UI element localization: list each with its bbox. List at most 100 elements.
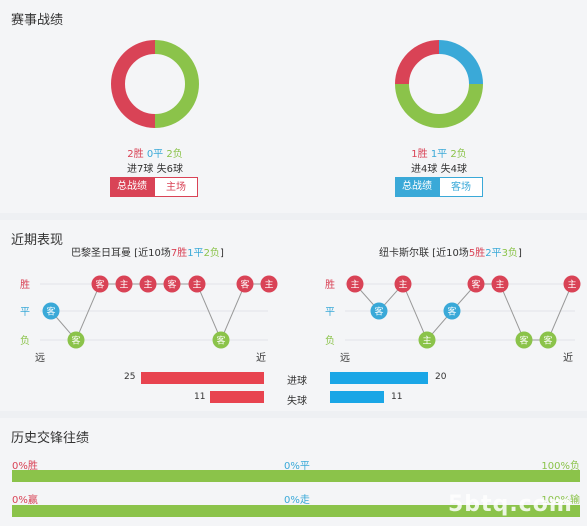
away-axis-label: 负 <box>325 334 335 347</box>
away-form-point <box>539 331 557 349</box>
home-far-label: 远 <box>35 352 45 364</box>
home-form-venue: 客 <box>95 279 104 291</box>
history-panel: 历史交锋往绩 0%胜 0%平 100%负 0%赢 0%走 100%输 5btq.… <box>0 418 587 526</box>
away-donut-chart <box>395 40 483 128</box>
home-goals-for-value: 25 <box>124 372 136 382</box>
history-wdl-bar <box>12 470 580 482</box>
away-form-venue: 客 <box>471 279 480 291</box>
home-donut-loss-slice <box>154 40 199 128</box>
away-form-point <box>443 302 461 320</box>
away-form-venue: 主 <box>350 279 359 291</box>
away-form-venue: 客 <box>374 306 383 318</box>
watermark: 5btq.com <box>448 492 573 517</box>
away-far-label: 远 <box>340 352 350 364</box>
home-form-venue: 客 <box>167 279 176 291</box>
home-form-venue: 主 <box>264 279 273 291</box>
goals-against-label: 失球 <box>287 396 307 407</box>
home-form-venue: 主 <box>192 279 201 291</box>
away-axis-label: 平 <box>325 307 335 318</box>
away-form-venue: 客 <box>447 306 456 318</box>
goals-for-label: 进球 <box>287 376 307 387</box>
home-goals-for: 进7球 <box>127 164 154 175</box>
tab-away-overall[interactable]: 总战绩 <box>395 177 439 197</box>
record-title: 赛事战绩 <box>11 13 64 28</box>
home-form-title: 巴黎圣日耳曼 [近10场7胜1平2负] <box>71 244 224 259</box>
home-form-point <box>139 275 157 293</box>
home-form-point <box>212 331 230 349</box>
home-form-venue: 主 <box>143 279 152 291</box>
home-form-draws: 1平 <box>187 248 204 259</box>
home-form-point <box>236 275 254 293</box>
form-chart: 胜平负远近 客客客主主客主客客主 胜平负远近 主客主主客客 主客 客主 <box>20 275 581 364</box>
home-form-venue: 客 <box>46 306 55 318</box>
home-form-point <box>188 275 206 293</box>
away-form-line <box>354 283 573 341</box>
away-axis-label: 胜 <box>325 279 335 291</box>
history-draw-pct: 0%平 <box>284 461 310 472</box>
away-form-title: 纽卡斯尔联 [近10场5胜2平3负] <box>379 244 522 259</box>
away-goals: 进4球 失4球 <box>379 160 499 175</box>
home-form-point <box>42 302 60 320</box>
away-draw: 1平 <box>430 149 448 160</box>
history-loss-pct: 100%负 <box>541 461 580 472</box>
away-tabs: 总战绩 客场 <box>395 177 483 197</box>
home-form-suffix: ] <box>219 248 224 259</box>
away-form-venue: 客 <box>519 335 528 347</box>
history-title: 历史交锋往绩 <box>11 431 90 446</box>
home-draw: 0平 <box>146 149 164 160</box>
home-near-label: 近 <box>256 351 266 364</box>
home-goals: 进7球 失6球 <box>95 160 215 175</box>
home-goals-against-value: 11 <box>194 392 206 402</box>
away-form-losses: 3负 <box>501 248 518 259</box>
away-donut-loss-slice <box>395 83 483 128</box>
away-win: 1胜 <box>411 149 428 160</box>
home-form-point <box>67 331 85 349</box>
away-goals-for: 进4球 <box>411 164 438 175</box>
home-form-line <box>50 283 269 342</box>
away-form-point <box>418 331 436 349</box>
away-form-point <box>346 275 364 293</box>
away-form-venue: 客 <box>543 335 552 347</box>
away-loss: 2负 <box>450 149 467 160</box>
record-panel: 赛事战绩 2胜 0平 2负 进7球 失6球 总战绩 主场 1胜 1平 2负 进4… <box>0 0 587 213</box>
home-win: 2胜 <box>127 149 144 160</box>
away-form-point <box>370 302 388 320</box>
history-handicap-bar <box>12 505 580 517</box>
away-form-venue: 主 <box>422 335 431 347</box>
tab-home-home[interactable]: 主场 <box>154 177 198 197</box>
away-form-point <box>563 275 581 293</box>
away-form-venue: 主 <box>567 279 576 291</box>
away-donut-win-slice <box>395 40 440 85</box>
home-form-point <box>91 275 109 293</box>
away-donut-draw-slice <box>438 40 483 85</box>
history-handicap-push-pct: 0%走 <box>284 495 310 506</box>
home-axis-label: 负 <box>20 334 30 347</box>
home-form-point <box>115 275 133 293</box>
away-near-label: 近 <box>563 351 573 364</box>
away-goals-for-bar <box>330 372 428 384</box>
home-form-venue: 客 <box>240 279 249 291</box>
away-wdl: 1胜 1平 2负 <box>379 145 499 160</box>
away-goals-against: 失4球 <box>440 164 467 175</box>
home-form-point <box>260 275 278 293</box>
home-axis-label: 平 <box>20 307 30 318</box>
home-form-losses: 2负 <box>203 248 220 259</box>
home-wdl: 2胜 0平 2负 <box>95 145 215 160</box>
tab-away-away[interactable]: 客场 <box>439 177 483 197</box>
away-form-point <box>491 275 509 293</box>
home-goals-against-bar <box>210 391 264 403</box>
home-form-venue: 客 <box>71 335 80 347</box>
home-form-point <box>163 275 181 293</box>
history-handicap-win-pct: 0%赢 <box>12 495 38 506</box>
away-form-prefix: 纽卡斯尔联 [近10场 <box>379 248 469 259</box>
home-donut-chart <box>111 40 199 128</box>
tab-home-overall[interactable]: 总战绩 <box>110 177 154 197</box>
recent-panel: 近期表现 巴黎圣日耳曼 [近10场7胜1平2负] 纽卡斯尔联 [近10场5胜2平… <box>0 220 587 411</box>
home-loss: 2负 <box>166 149 183 160</box>
home-donut-win-slice <box>111 40 156 128</box>
away-form-point <box>515 331 533 349</box>
away-form-venue: 主 <box>398 279 407 291</box>
away-form-suffix: ] <box>517 248 522 259</box>
home-form-venue: 客 <box>216 335 225 347</box>
home-goals-against: 失6球 <box>156 164 183 175</box>
